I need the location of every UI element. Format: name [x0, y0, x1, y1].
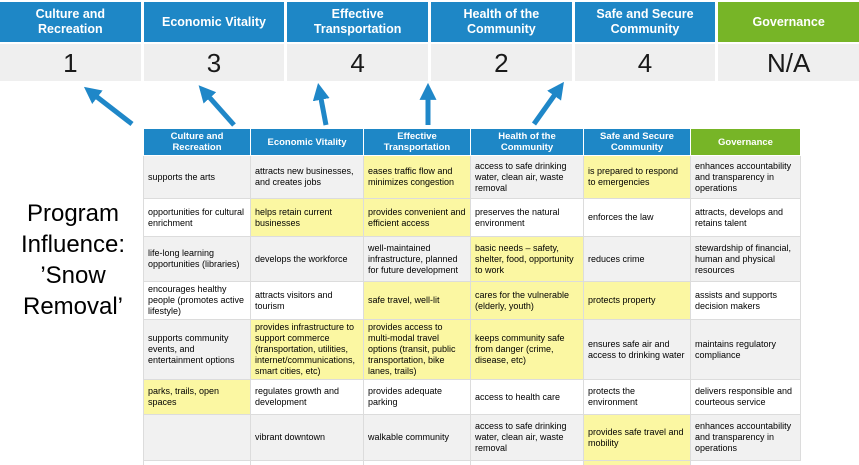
matrix-cell-r4c3: safe travel, well-lit — [363, 281, 471, 320]
matrix-cell-r1c6: enhances accountability and transparency… — [690, 155, 801, 199]
title-line: Influence: — [20, 231, 126, 258]
matrix-cell-r5c1: supports community events, and entertain… — [143, 319, 251, 380]
up-arrow-icon — [83, 86, 134, 126]
matrix-cell-r1c3: eases traffic flow and minimizes congest… — [363, 155, 471, 199]
matrix-cell-r2c2: helps retain current businesses — [250, 198, 364, 237]
matrix-cell-r7c1 — [143, 414, 251, 461]
matrix-cell-r6c1: parks, trails, open spaces — [143, 379, 251, 415]
matrix-cell-r8c2 — [250, 460, 364, 465]
priority-header-4: Health of the Community — [431, 2, 572, 42]
matrix-cell-r4c1: encourages healthy people (promotes acti… — [143, 281, 251, 320]
program-influence-title: Program Influence: ’Snow Removal’ — [2, 198, 144, 322]
matrix-cell-r3c5: reduces crime — [583, 236, 691, 282]
matrix-cell-r7c2: vibrant downtown — [250, 414, 364, 461]
matrix-cell-r7c4: access to safe drinking water, clean air… — [470, 414, 584, 461]
matrix-row-8: looks after it's most vulnerable — [143, 460, 801, 465]
matrix-cell-r7c5: provides safe travel and mobility — [583, 414, 691, 461]
matrix-cell-r2c3: provides convenient and efficient access — [363, 198, 471, 237]
matrix-cell-r6c5: protects the environment — [583, 379, 691, 415]
matrix-cell-r4c4: cares for the vulnerable (elderly, youth… — [470, 281, 584, 320]
matrix-cell-r3c1: life-long learning opportunities (librar… — [143, 236, 251, 282]
matrix-row-6: parks, trails, open spaces regulates grow… — [143, 379, 801, 415]
priority-score-1: 1 — [0, 44, 141, 81]
matrix-cell-r2c6: attracts, develops and retains talent — [690, 198, 801, 237]
priority-score-4: 2 — [431, 44, 572, 81]
title-line: Removal’ — [22, 293, 124, 320]
matrix-cell-r3c2: develops the workforce — [250, 236, 364, 282]
priority-header-1: Culture and Recreation — [0, 2, 141, 42]
matrix-cell-r3c3: well-maintained infrastructure, planned … — [363, 236, 471, 282]
matrix-cell-r6c6: delivers responsible and courteous servi… — [690, 379, 801, 415]
scoreboard: Culture and Recreation Economic Vitality E… — [0, 2, 859, 81]
matrix-cell-r5c4: keeps community safe from danger (crime,… — [470, 319, 584, 380]
matrix-cell-r3c6: stewardship of financial, human and phys… — [690, 236, 801, 282]
matrix-column-header-2: Economic Vitality — [250, 128, 364, 156]
matrix-row-5: supports community events, and entertain… — [143, 319, 801, 380]
matrix-cell-r4c5: protects property — [583, 281, 691, 320]
up-arrow-icon — [531, 81, 564, 126]
matrix-cell-r8c1 — [143, 460, 251, 465]
matrix-cell-r4c2: attracts visitors and tourism — [250, 281, 364, 320]
priority-header-2: Economic Vitality — [143, 2, 285, 42]
matrix-cell-r2c5: enforces the law — [583, 198, 691, 237]
priority-score-2: 3 — [143, 44, 285, 81]
influence-table: Culture and Recreation Economic Vitality E… — [143, 128, 801, 465]
matrix-cell-r6c3: provides adequate parking — [363, 379, 471, 415]
matrix-row-2: opportunities for cultural enrichment hel… — [143, 198, 801, 237]
title-line: ’Snow — [40, 262, 106, 289]
matrix-cell-r5c6: maintains regulatory compliance — [690, 319, 801, 380]
matrix-row-3: life-long learning opportunities (librar… — [143, 236, 801, 282]
matrix-cell-r5c5: ensures safe air and access to drinking … — [583, 319, 691, 380]
priority-header-5: Safe and Secure Community — [574, 2, 716, 42]
matrix-cell-r1c2: attracts new businesses, and creates job… — [250, 155, 364, 199]
matrix-column-header-4: Health of the Community — [470, 128, 584, 156]
arrow-layer — [83, 81, 564, 127]
matrix-header-row: Culture and Recreation Economic Vitality E… — [143, 128, 801, 156]
matrix-cell-r8c5: looks after it's most vulnerable — [583, 460, 691, 465]
up-arrow-icon — [198, 85, 236, 127]
matrix-column-header-3: Effective Transportation — [363, 128, 471, 156]
priority-score-6: N/A — [718, 44, 859, 81]
matrix-row-7: vibrant downtown walkable community access… — [143, 414, 801, 461]
matrix-cell-r2c4: preserves the natural environment — [470, 198, 584, 237]
influence-matrix: Culture and Recreation Economic Vitality E… — [143, 128, 801, 465]
matrix-cell-r6c2: regulates growth and development — [250, 379, 364, 415]
matrix-column-header-1: Culture and Recreation — [143, 128, 251, 156]
matrix-body: supports the arts attracts new businesses… — [143, 155, 801, 465]
matrix-cell-r1c5: is prepared to respond to emergencies — [583, 155, 691, 199]
matrix-cell-r8c4 — [470, 460, 584, 465]
matrix-cell-r5c2: provides infrastructure to support comme… — [250, 319, 364, 380]
matrix-cell-r3c4: basic needs – safety, shelter, food, opp… — [470, 236, 584, 282]
matrix-row-4: encourages healthy people (promotes acti… — [143, 281, 801, 320]
matrix-column-header-6: Governance — [690, 128, 801, 156]
up-arrow-icon — [312, 82, 330, 126]
matrix-row-1: supports the arts attracts new businesses… — [143, 155, 801, 199]
priority-score-3: 4 — [287, 44, 428, 81]
matrix-cell-r4c6: assists and supports decision makers — [690, 281, 801, 320]
matrix-cell-r8c3 — [363, 460, 471, 465]
priority-score-5: 4 — [574, 44, 716, 81]
matrix-column-header-5: Safe and Secure Community — [583, 128, 691, 156]
title-line: Program — [26, 200, 120, 227]
matrix-cell-r6c4: access to health care — [470, 379, 584, 415]
matrix-cell-r1c1: supports the arts — [143, 155, 251, 199]
priority-header-6: Governance — [718, 2, 859, 42]
matrix-cell-r5c3: provides access to multi-modal travel op… — [363, 319, 471, 380]
priority-header-3: Effective Transportation — [287, 2, 428, 42]
matrix-cell-r1c4: access to safe drinking water, clean air… — [470, 155, 584, 199]
matrix-cell-r7c6: enhances accountability and transparency… — [690, 414, 801, 461]
matrix-cell-r8c6 — [690, 460, 801, 465]
matrix-cell-r7c3: walkable community — [363, 414, 471, 461]
matrix-cell-r2c1: opportunities for cultural enrichment — [143, 198, 251, 237]
